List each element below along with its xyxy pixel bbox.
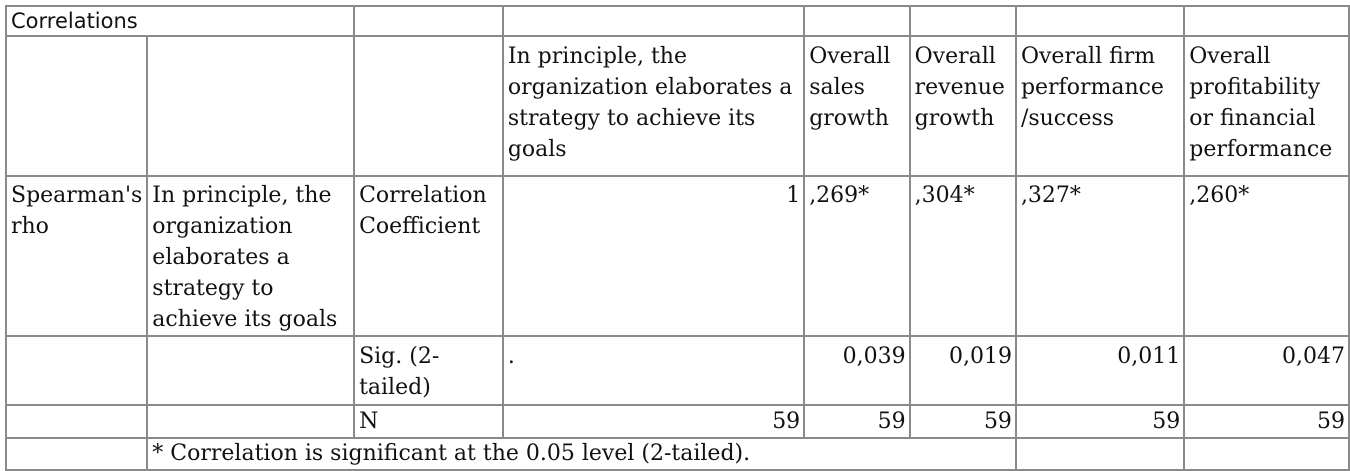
- correlations-table: Correlations In principle, the organizat…: [4, 5, 1350, 471]
- cell-value: ,260*: [1183, 175, 1350, 337]
- empty-cell: [146, 335, 356, 406]
- cell-value: 0,019: [908, 335, 1017, 406]
- footnote-row: * Correlation is significant at the 0.05…: [4, 437, 1350, 471]
- empty-cell: [1014, 437, 1186, 471]
- stat-label: Correlation Coefficient: [353, 175, 504, 337]
- cell-value: 59: [803, 404, 911, 439]
- cell-value: .: [501, 335, 806, 406]
- cell-value: 59: [501, 404, 806, 439]
- header-revenue-growth: Overall revenue growth: [908, 35, 1017, 177]
- empty-cell: [146, 404, 356, 439]
- empty-cell: [1183, 437, 1350, 471]
- row-variable-label: In principle, the organization elaborate…: [146, 175, 356, 337]
- footnote: * Correlation is significant at the 0.05…: [146, 437, 1017, 471]
- empty-cell: [4, 437, 149, 471]
- header-row: In principle, the organization elaborate…: [4, 35, 1350, 177]
- cell-value: ,269*: [803, 175, 911, 337]
- empty-cell: [908, 5, 1017, 37]
- header-firm-performance: Overall firm performance /success: [1014, 35, 1186, 177]
- header-sales-growth: Overall sales growth: [803, 35, 911, 177]
- table-row: N 59 59 59 59 59: [4, 404, 1350, 439]
- cell-value: 59: [1014, 404, 1186, 439]
- cell-value: 0,047: [1183, 335, 1350, 406]
- empty-cell: [4, 404, 149, 439]
- empty-cell: [501, 5, 806, 37]
- empty-cell: [1183, 5, 1350, 37]
- stat-label: N: [353, 404, 504, 439]
- empty-cell: [4, 35, 149, 177]
- header-profitability: Overall profitability or financial perfo…: [1183, 35, 1350, 177]
- cell-value: ,304*: [908, 175, 1017, 337]
- empty-cell: [353, 35, 504, 177]
- empty-cell: [1014, 5, 1186, 37]
- empty-cell: [803, 5, 911, 37]
- header-strategy: In principle, the organization elaborate…: [501, 35, 806, 177]
- cell-value: 59: [908, 404, 1017, 439]
- cell-value: 59: [1183, 404, 1350, 439]
- cell-value: 1: [501, 175, 806, 337]
- table-row: Sig. (2-tailed) . 0,039 0,019 0,011 0,04…: [4, 335, 1350, 406]
- cell-value: 0,039: [803, 335, 911, 406]
- cell-value: ,327*: [1014, 175, 1186, 337]
- empty-cell: [353, 5, 504, 37]
- title-row: Correlations: [4, 5, 1350, 37]
- stat-label: Sig. (2-tailed): [353, 335, 504, 406]
- empty-cell: [146, 35, 356, 177]
- cell-value: 0,011: [1014, 335, 1186, 406]
- table-row: Spearman's rho In principle, the organiz…: [4, 175, 1350, 337]
- empty-cell: [4, 335, 149, 406]
- table-title: Correlations: [4, 5, 356, 37]
- row-group-label: Spearman's rho: [4, 175, 149, 337]
